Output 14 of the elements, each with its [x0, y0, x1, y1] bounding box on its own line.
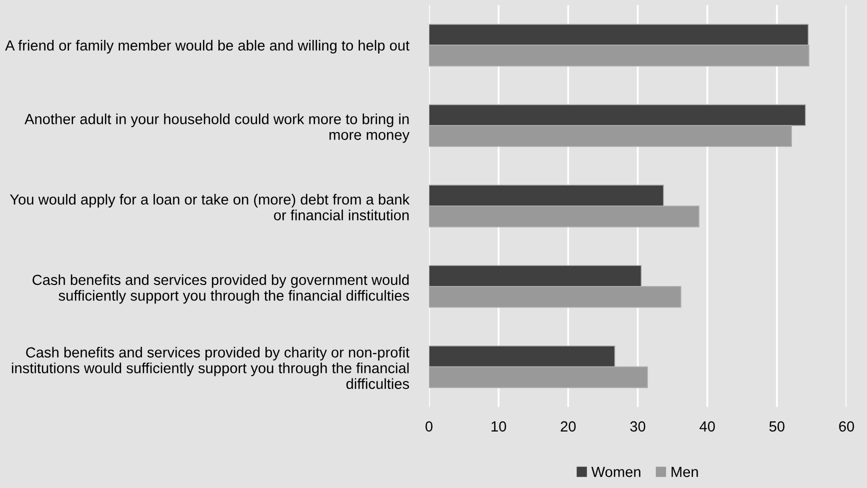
y-tick-label: Cash benefits and services provided by charity or non-profit institutions would sufficiently support you through the financial difficulties — [12, 346, 410, 389]
x-tick-label: 50 — [769, 421, 784, 432]
x-tick-label: 0 — [426, 421, 432, 432]
x-tick-label: 40 — [700, 421, 715, 432]
x-tick-label: 60 — [839, 421, 854, 432]
y-tick-label: You would apply for a loan or take on (more) debt from a bank or financial institution — [10, 194, 410, 220]
y-tick-label: A friend or family member would be able and willing to help out — [5, 40, 410, 54]
x-tick-label: 30 — [630, 421, 646, 432]
y-tick-label: Cash benefits and services provided by government would sufficiently support you through the financial difficulties — [32, 274, 410, 304]
legend-label: Men — [672, 466, 698, 478]
legend-label: Women — [591, 466, 640, 478]
x-tick-label: 20 — [560, 421, 576, 432]
x-tick-label: 10 — [492, 421, 506, 432]
y-tick-label: Another adult in your household could work more to bring in more money — [24, 114, 410, 143]
